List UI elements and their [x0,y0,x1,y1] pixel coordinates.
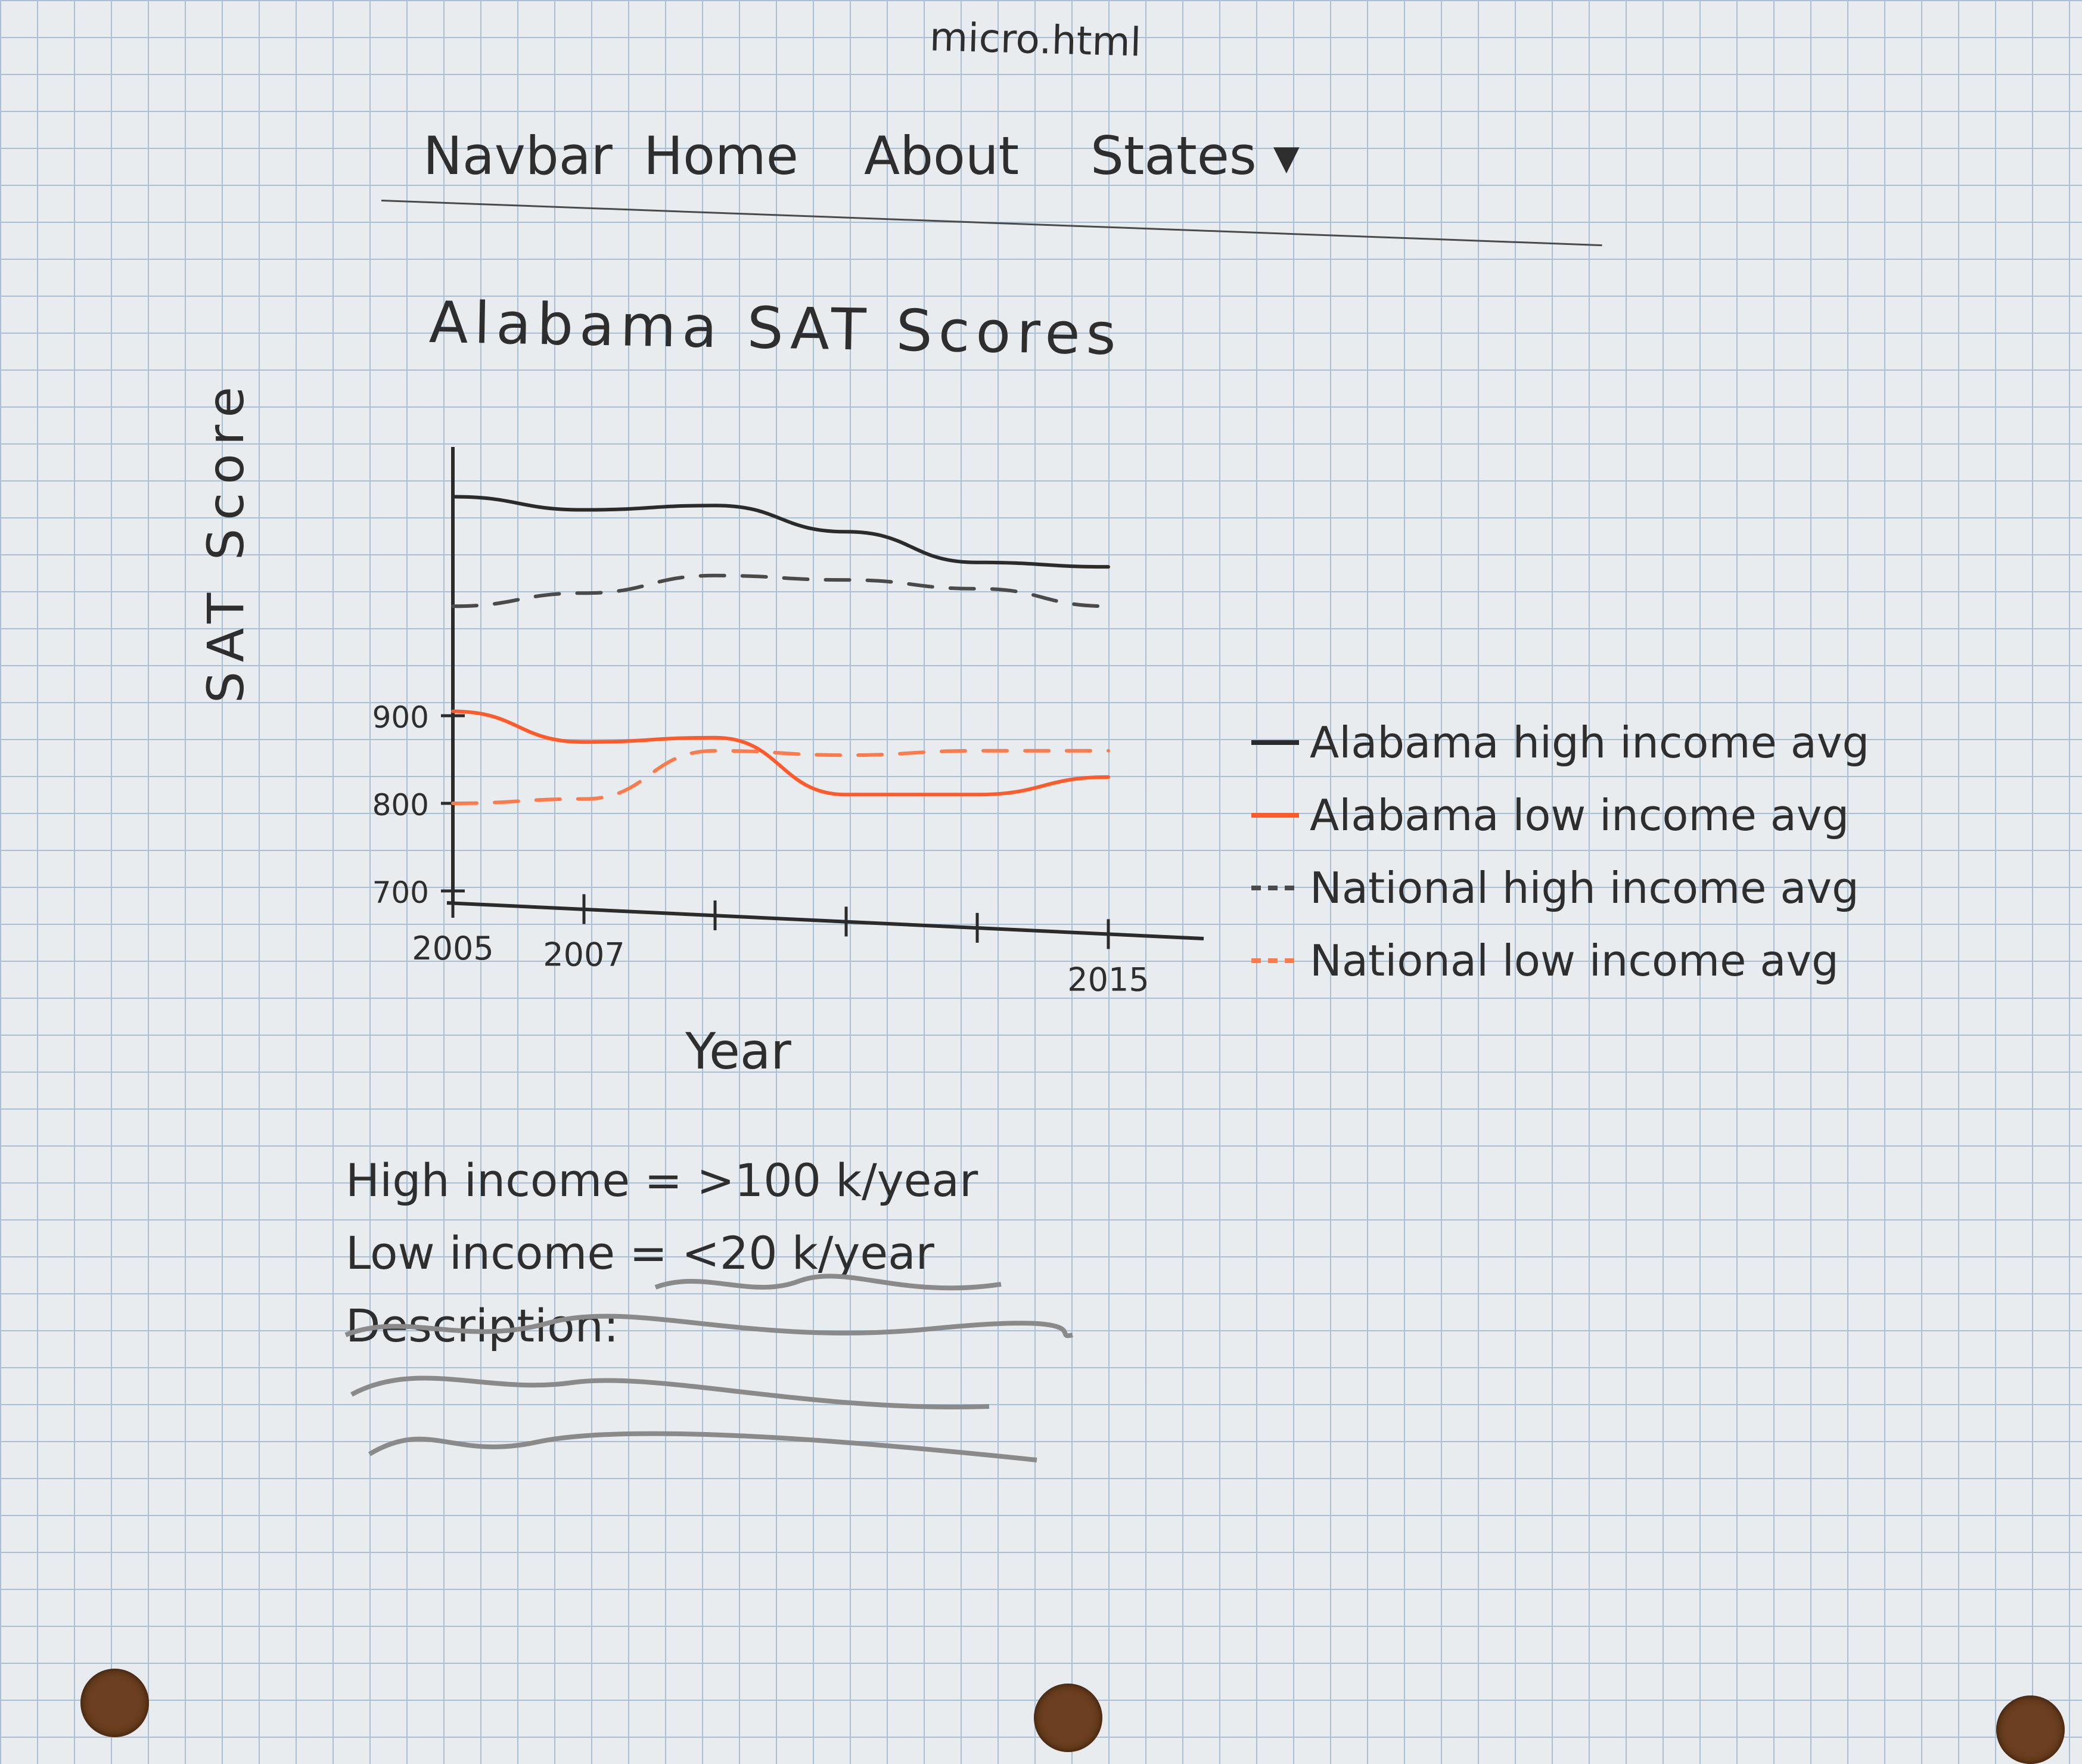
navbar-label: Navbar [423,125,613,187]
nav-states-dropdown[interactable]: States ▾ [1090,125,1300,187]
legend-label: Alabama high income avg [1310,718,1870,768]
x-tick-label: 2007 [543,936,624,973]
nav-states-label: States [1090,125,1257,187]
binder-hole [80,1669,149,1737]
legend-item: National low income avg [1251,924,2026,997]
nav-home-link[interactable]: Home [644,125,798,187]
series-line-1 [451,495,1110,569]
legend-label: Alabama low income avg [1310,790,1850,840]
y-tick-label: 700 [372,875,429,910]
income-notes: High income = >100 k/year Low income = <… [346,1144,978,1362]
x-tick-label: 2015 [1067,961,1149,998]
y-axis-label: SAT Score [197,378,255,703]
legend-label: National high income avg [1310,863,1859,913]
legend-swatch [1251,813,1299,818]
legend-label: National low income avg [1310,936,1839,986]
series-line-3 [451,573,1110,608]
nav-about-link[interactable]: About [864,125,1020,187]
description-placeholder-lines [344,1274,1073,1462]
chevron-down-icon: ▾ [1273,125,1300,187]
navbar: Navbar Home About States ▾ [369,125,1602,247]
x-axis-line [446,901,1204,940]
legend-swatch [1251,886,1299,890]
legend-item: Alabama high income avg [1251,706,2026,779]
legend-item: Alabama low income avg [1251,779,2026,852]
binder-hole [1034,1684,1102,1752]
x-tick-label: 2005 [412,930,493,967]
chart-legend: Alabama high income avg Alabama low inco… [1251,706,2026,997]
series-line-2 [451,709,1110,797]
low-income-note: Low income = <20 k/year [346,1226,934,1279]
legend-swatch [1251,958,1299,963]
legend-item: National high income avg [1251,852,2026,924]
high-income-note: High income = >100 k/year [346,1154,978,1207]
binder-hole [1996,1695,2065,1764]
y-tick-label: 800 [372,788,429,822]
series-line-4 [451,749,1110,805]
x-axis-label: Year [685,1022,791,1080]
legend-swatch [1251,740,1299,745]
y-tick-label: 900 [372,700,429,735]
